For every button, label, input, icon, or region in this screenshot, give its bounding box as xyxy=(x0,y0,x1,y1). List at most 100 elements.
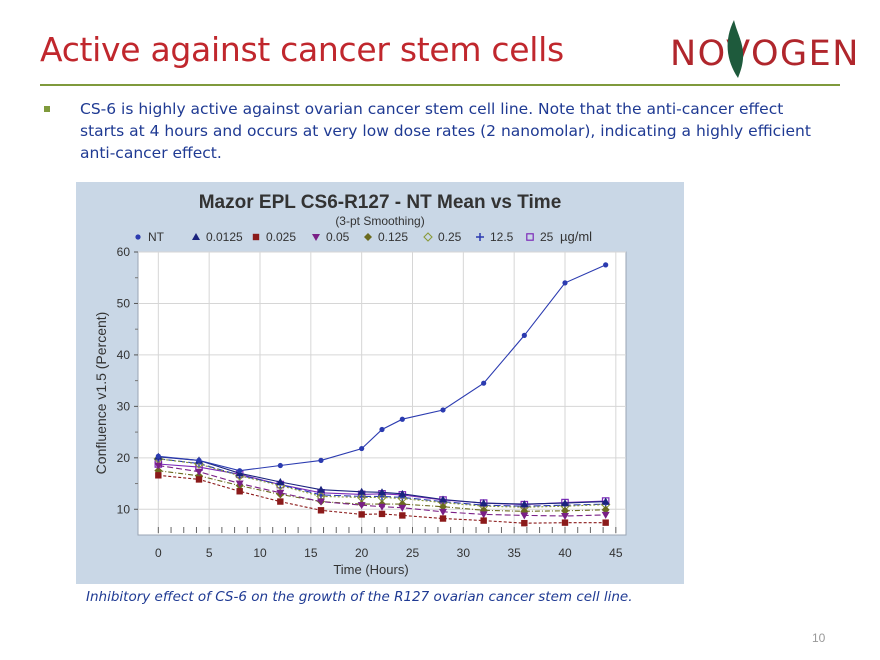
legend-label: 0.05 xyxy=(326,230,350,244)
x-tick-label: 35 xyxy=(507,546,521,560)
series-0.05 xyxy=(154,462,610,520)
grid-lines xyxy=(138,251,626,535)
series-0.025 xyxy=(155,472,609,527)
x-tick-label: 15 xyxy=(304,546,318,560)
leaf-icon xyxy=(727,20,744,78)
data-point xyxy=(561,506,569,515)
data-point xyxy=(276,478,285,486)
data-point xyxy=(277,498,284,505)
data-point xyxy=(358,511,365,518)
logo-text: NOVOGEN xyxy=(670,34,860,74)
legend-marker xyxy=(364,233,372,241)
figure-caption: Inhibitory effect of CS-6 on the growth … xyxy=(86,589,633,605)
data-point xyxy=(520,500,529,508)
y-tick-label: 10 xyxy=(117,502,131,516)
x-tick-label: 30 xyxy=(457,546,471,560)
y-tick-label: 30 xyxy=(117,399,131,413)
legend-label: 0.125 xyxy=(378,230,408,244)
data-point xyxy=(155,472,162,479)
data-point xyxy=(562,280,568,286)
x-tick-label: 40 xyxy=(558,546,572,560)
data-point xyxy=(479,499,488,507)
legend-label: 0.25 xyxy=(438,230,462,244)
title-divider xyxy=(40,84,840,86)
line-chart: Mazor EPL CS6-R127 - NT Mean vs Time (3-… xyxy=(93,192,627,577)
legend-marker xyxy=(192,233,200,240)
bullet-marker xyxy=(44,106,50,112)
data-point xyxy=(357,487,366,495)
data-point xyxy=(276,489,285,497)
legend-marker xyxy=(423,232,433,242)
data-point xyxy=(439,502,447,511)
data-point xyxy=(601,497,610,505)
page-number: 10 xyxy=(812,631,826,645)
legend-label: 0.025 xyxy=(266,230,296,244)
x-tick-label: 5 xyxy=(206,546,213,560)
x-axis-label: Time (Hours) xyxy=(333,562,408,577)
axes: 10 20 30 40 50 60 0 5 10 15 20 25 30 35 40 45 xyxy=(117,245,623,560)
data-point xyxy=(317,485,325,493)
slide-title: Active against cancer stem cells xyxy=(40,30,564,69)
data-point xyxy=(318,457,324,463)
legend-marker xyxy=(135,234,141,240)
data-series xyxy=(153,262,611,527)
x-tick-label: 0 xyxy=(155,546,162,560)
data-point xyxy=(237,468,243,474)
data-point xyxy=(479,511,488,519)
legend-label: NT xyxy=(148,230,165,244)
data-point xyxy=(481,380,487,386)
novogen-logo: NOVOGEN xyxy=(670,20,875,78)
data-point xyxy=(379,426,385,433)
data-point xyxy=(235,480,244,488)
data-point xyxy=(480,517,487,524)
data-point xyxy=(357,502,366,510)
bullet-point: CS-6 is highly active against ovarian ca… xyxy=(44,98,824,164)
legend-marker xyxy=(526,233,534,241)
data-point xyxy=(155,453,161,459)
bullet-text: CS-6 is highly active against ovarian ca… xyxy=(80,100,811,162)
chart-subtitle: (3-pt Smoothing) xyxy=(335,214,424,228)
data-point xyxy=(398,489,407,497)
data-point xyxy=(317,507,325,514)
data-point xyxy=(154,462,163,470)
series-NT xyxy=(155,262,609,474)
chart-title: Mazor EPL CS6-R127 - NT Mean vs Time xyxy=(199,192,562,213)
data-point xyxy=(561,512,569,520)
data-point xyxy=(196,457,202,463)
data-point xyxy=(440,407,446,413)
data-point xyxy=(378,488,386,496)
y-tick-label: 40 xyxy=(117,348,131,362)
data-point xyxy=(439,495,447,503)
legend-marker xyxy=(312,234,320,241)
data-point xyxy=(602,519,609,526)
data-point xyxy=(236,488,243,495)
legend-label: 0.0125 xyxy=(206,230,243,244)
data-point xyxy=(378,503,386,511)
data-point xyxy=(195,476,203,483)
legend-marker xyxy=(476,233,484,241)
chart-panel: Mazor EPL CS6-R127 - NT Mean vs Time (3-… xyxy=(76,182,684,584)
legend-label: 25 xyxy=(540,230,554,244)
legend-unit: µg/ml xyxy=(560,229,592,244)
data-point xyxy=(378,510,386,518)
data-point xyxy=(603,262,609,268)
y-tick-label: 20 xyxy=(117,451,131,465)
data-point xyxy=(521,519,528,527)
data-point xyxy=(317,498,325,506)
data-point xyxy=(399,512,406,519)
x-tick-label: 45 xyxy=(609,546,623,560)
data-point xyxy=(601,505,610,514)
data-point xyxy=(439,515,447,522)
data-point xyxy=(520,512,529,520)
x-tick-label: 25 xyxy=(406,546,420,560)
legend-marker xyxy=(252,233,260,241)
data-point xyxy=(439,508,447,516)
data-point xyxy=(561,499,569,507)
data-point xyxy=(399,416,405,422)
series-line xyxy=(158,458,606,508)
legend-label: 12.5 xyxy=(490,230,514,244)
x-tick-label: 10 xyxy=(253,546,267,560)
data-point xyxy=(277,462,283,469)
data-point xyxy=(521,332,527,338)
data-point xyxy=(398,504,407,512)
